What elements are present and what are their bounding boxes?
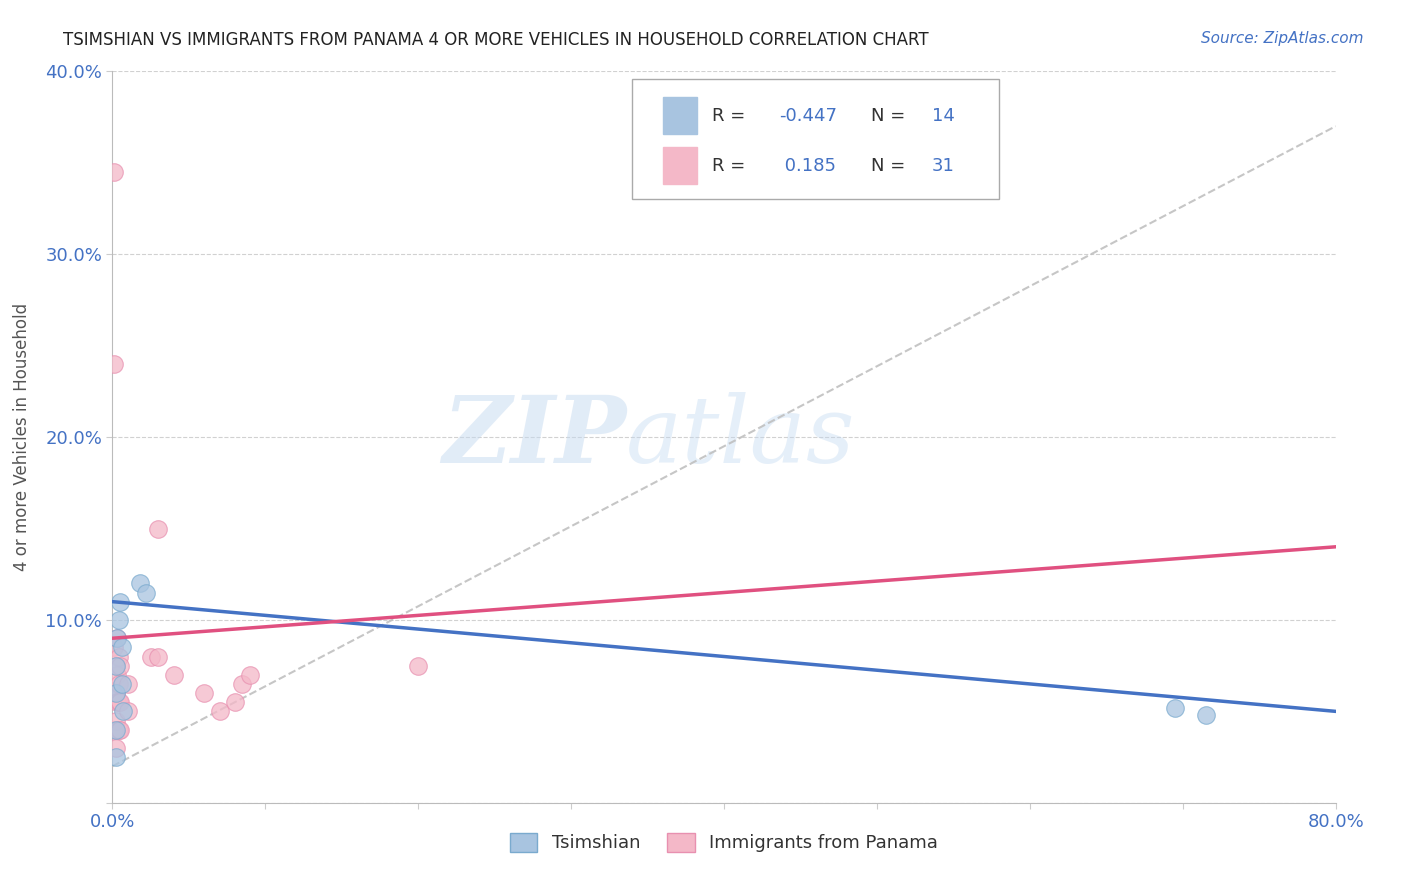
Bar (664, 147, 697, 184)
Point (104, 750, 127, 764)
Text: -0.447: -0.447 (779, 107, 837, 125)
Point (107, 677, 129, 691)
Point (104, 740, 127, 755)
Point (112, 705, 135, 719)
Text: N =: N = (870, 107, 911, 125)
Point (103, 640, 125, 655)
Point (129, 576, 152, 591)
Point (111, 640, 134, 655)
Text: 0.185: 0.185 (779, 156, 837, 175)
Point (139, 649, 162, 664)
Point (104, 723, 127, 737)
Point (117, 677, 139, 691)
Point (224, 695, 246, 709)
Point (148, 521, 170, 535)
Point (107, 613, 129, 627)
Point (208, 705, 231, 719)
Point (103, 686, 125, 700)
Point (107, 723, 129, 737)
Text: 14: 14 (932, 107, 955, 125)
Legend: Tsimshian, Immigrants from Panama: Tsimshian, Immigrants from Panama (503, 826, 945, 860)
Point (163, 667, 186, 681)
Point (104, 686, 127, 700)
Point (108, 695, 131, 709)
Point (104, 714, 127, 728)
Text: R =: R = (711, 107, 751, 125)
Point (103, 165, 125, 179)
Point (1164, 700, 1187, 714)
Text: atlas: atlas (626, 392, 856, 482)
Point (108, 658, 131, 673)
Point (148, 649, 170, 664)
Point (239, 667, 262, 681)
Text: Source: ZipAtlas.com: Source: ZipAtlas.com (1201, 31, 1364, 46)
Point (107, 695, 129, 709)
Point (107, 649, 129, 664)
Point (108, 594, 131, 608)
FancyBboxPatch shape (633, 78, 1000, 200)
Text: R =: R = (711, 156, 751, 175)
Point (193, 686, 215, 700)
Point (105, 632, 128, 646)
Text: 31: 31 (932, 156, 955, 175)
Text: TSIMSHIAN VS IMMIGRANTS FROM PANAMA 4 OR MORE VEHICLES IN HOUSEHOLD CORRELATION : TSIMSHIAN VS IMMIGRANTS FROM PANAMA 4 OR… (63, 31, 929, 49)
Point (105, 695, 128, 709)
Point (103, 723, 125, 737)
Point (104, 658, 127, 673)
Point (103, 357, 125, 371)
Y-axis label: 4 or more Vehicles in Household: 4 or more Vehicles in Household (13, 303, 31, 571)
Point (231, 677, 253, 691)
Text: N =: N = (870, 156, 911, 175)
Point (104, 686, 127, 700)
Point (1195, 708, 1218, 723)
Point (111, 677, 134, 691)
Point (105, 667, 128, 681)
Point (104, 658, 127, 673)
Bar (664, 97, 697, 134)
Point (105, 632, 128, 646)
Point (135, 585, 157, 599)
Point (108, 723, 131, 737)
Text: ZIP: ZIP (441, 392, 626, 482)
Point (117, 705, 139, 719)
Point (408, 658, 430, 673)
